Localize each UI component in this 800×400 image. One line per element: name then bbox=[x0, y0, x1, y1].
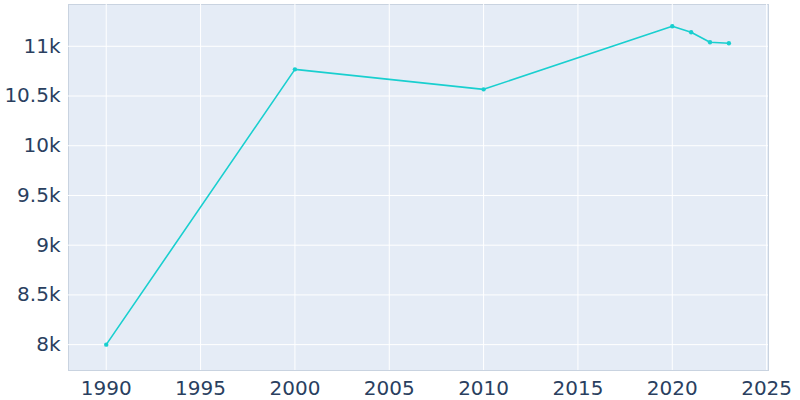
svg-text:10.5k: 10.5k bbox=[4, 83, 61, 107]
svg-text:1995: 1995 bbox=[175, 376, 226, 400]
svg-text:2025: 2025 bbox=[741, 376, 792, 400]
svg-text:9.5k: 9.5k bbox=[17, 183, 61, 207]
svg-text:1990: 1990 bbox=[81, 376, 132, 400]
svg-text:2000: 2000 bbox=[269, 376, 320, 400]
svg-text:10k: 10k bbox=[23, 133, 60, 157]
svg-text:2020: 2020 bbox=[647, 376, 698, 400]
svg-text:2005: 2005 bbox=[364, 376, 415, 400]
svg-text:11k: 11k bbox=[23, 34, 60, 58]
svg-text:2015: 2015 bbox=[552, 376, 603, 400]
svg-text:8.5k: 8.5k bbox=[17, 282, 61, 306]
svg-text:2010: 2010 bbox=[458, 376, 509, 400]
svg-text:9k: 9k bbox=[36, 233, 61, 257]
svg-text:8k: 8k bbox=[36, 332, 61, 356]
